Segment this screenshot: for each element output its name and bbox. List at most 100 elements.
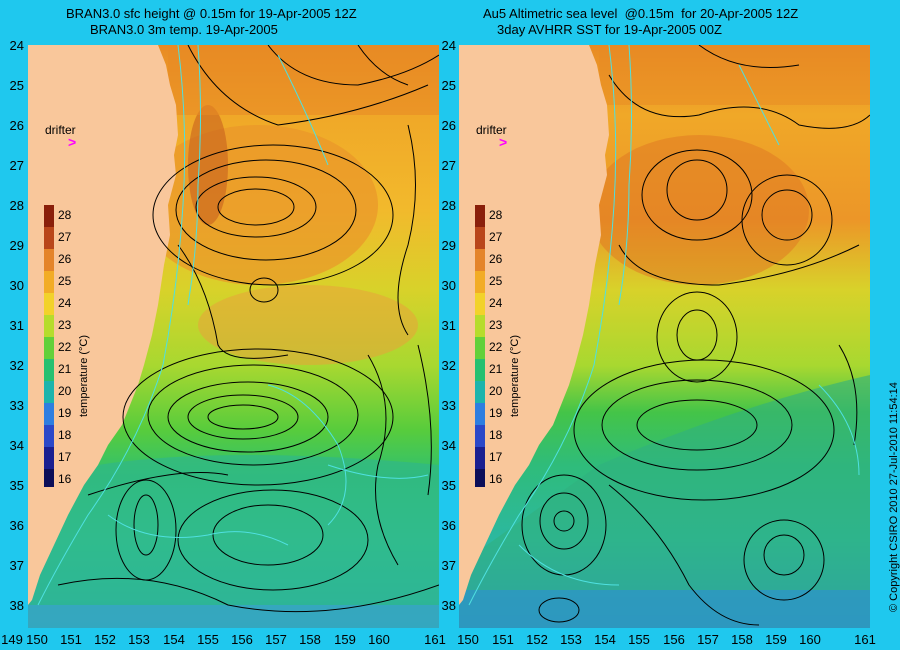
lat-label: 34 [9, 438, 24, 453]
lon-label: 153 [560, 632, 582, 647]
colorbar-tick: 27 [489, 230, 503, 244]
colorbar-tick: 17 [489, 450, 503, 464]
cool-water [459, 375, 870, 628]
colorbar-tick: 20 [58, 384, 72, 398]
lat-label: 27 [441, 158, 456, 173]
lon-label: 160 [368, 632, 390, 647]
left-colorbar-label: temperature (°C) [78, 334, 90, 417]
colorbar-tick: 26 [58, 252, 72, 266]
lat-label: 38 [9, 598, 24, 613]
lon-label: 151 [60, 632, 82, 647]
lat-label: 35 [9, 478, 24, 493]
colorbar-tick: 27 [58, 230, 72, 244]
warm-eddy [589, 135, 809, 285]
lon-label: 153 [128, 632, 150, 647]
land-coast [28, 45, 178, 605]
colorbar-tick: 25 [58, 274, 72, 288]
lat-label: 28 [441, 198, 456, 213]
lat-label: 36 [441, 518, 456, 533]
copyright-notice: © Copyright CSIRO 2010 27-Jul-2010 11:54… [888, 382, 900, 612]
warm-tail [599, 45, 870, 105]
colorbar-tick: 25 [489, 274, 503, 288]
lat-label: 33 [441, 398, 456, 413]
cool-water [459, 590, 870, 628]
right-title-line1: Au5 Altimetric sea level @0.15m for 20-A… [483, 6, 799, 21]
lon-label: 154 [163, 632, 185, 647]
lon-label: 152 [526, 632, 548, 647]
colorbar-tick: 26 [489, 252, 503, 266]
colorbar-tick: 21 [489, 362, 503, 376]
lon-label: 157 [697, 632, 719, 647]
lon-label: 149 [1, 632, 23, 647]
colorbar-tick: 17 [58, 450, 72, 464]
colorbar-tick: 23 [58, 318, 72, 332]
lon-label: 159 [765, 632, 787, 647]
left-map-panel: > drifter temperature (°C) 28 27 26 25 2… [28, 45, 439, 628]
cool-water [28, 605, 439, 628]
lat-label: 29 [441, 238, 456, 253]
colorbar-tick: 18 [489, 428, 503, 442]
lat-label: 34 [441, 438, 456, 453]
lat-label: 30 [441, 278, 456, 293]
colorbar-tick: 19 [58, 406, 72, 420]
colorbar-tick: 24 [58, 296, 72, 310]
lat-label: 31 [9, 318, 24, 333]
drifter-marker: > [68, 134, 76, 150]
lon-label: 154 [594, 632, 616, 647]
lon-label: 152 [94, 632, 116, 647]
left-drifter-label: drifter [45, 123, 76, 137]
lat-label: 36 [9, 518, 24, 533]
right-map-panel: > drifter temperature (°C) 28 27 26 25 2… [459, 45, 870, 628]
lat-label: 37 [441, 558, 456, 573]
bathymetry-contours [468, 45, 860, 606]
lon-label: 150 [26, 632, 48, 647]
lat-label: 29 [9, 238, 24, 253]
right-colorbar-label: temperature (°C) [509, 334, 521, 417]
colorbar-tick: 21 [58, 362, 72, 376]
colorbar-tick: 19 [489, 406, 503, 420]
lat-label: 31 [441, 318, 456, 333]
warm-core [188, 105, 228, 225]
lat-label: 26 [9, 118, 24, 133]
lon-label: 158 [299, 632, 321, 647]
lat-label: 30 [9, 278, 24, 293]
lon-label: 150 [457, 632, 479, 647]
lat-label: 35 [441, 478, 456, 493]
lat-label: 28 [9, 198, 24, 213]
colorbar-tick: 28 [489, 208, 503, 222]
left-map-svg: > [28, 45, 439, 628]
colorbar-tick: 16 [58, 472, 72, 486]
right-colorbar [475, 205, 485, 487]
left-title-line1: BRAN3.0 sfc height @ 0.15m for 19-Apr-20… [66, 6, 357, 21]
cool-water [28, 455, 439, 628]
lon-label: 155 [197, 632, 219, 647]
sea-level-contours [57, 45, 439, 613]
lon-label: 151 [492, 632, 514, 647]
lat-label: 38 [441, 598, 456, 613]
lat-label: 32 [9, 358, 24, 373]
lon-label: 156 [231, 632, 253, 647]
lon-label: 161 [854, 632, 876, 647]
lat-label: 26 [441, 118, 456, 133]
warm-eddy [198, 285, 418, 365]
lat-label: 24 [9, 38, 24, 53]
colorbar-tick: 22 [58, 340, 72, 354]
land-coast [459, 45, 609, 605]
lon-label: 157 [265, 632, 287, 647]
colorbar-tick: 23 [489, 318, 503, 332]
colorbar-tick: 20 [489, 384, 503, 398]
lon-label: 159 [334, 632, 356, 647]
lon-label: 156 [663, 632, 685, 647]
sea-level-contours [521, 45, 870, 626]
left-colorbar [44, 205, 54, 487]
colorbar-tick: 22 [489, 340, 503, 354]
lat-label: 33 [9, 398, 24, 413]
lon-label: 158 [731, 632, 753, 647]
drifter-marker: > [499, 134, 507, 150]
right-map-svg: > [459, 45, 870, 628]
lat-label: 25 [9, 78, 24, 93]
lon-label: 155 [628, 632, 650, 647]
right-drifter-label: drifter [476, 123, 507, 137]
lat-label: 25 [441, 78, 456, 93]
left-title-line2: BRAN3.0 3m temp. 19-Apr-2005 [90, 22, 278, 37]
